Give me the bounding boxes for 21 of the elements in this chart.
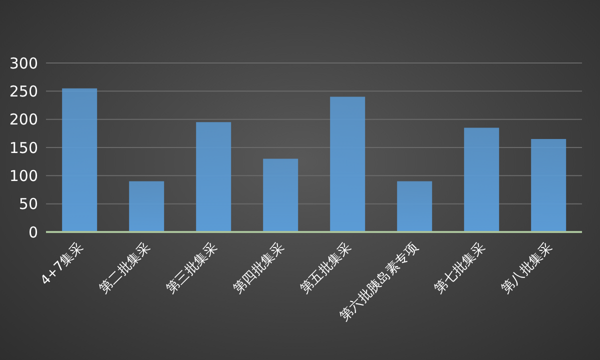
x-tick-label: 第三批集采 (164, 240, 220, 297)
x-tick-label: 第五批集采 (298, 240, 354, 297)
y-tick-label: 0 (28, 223, 38, 242)
y-tick-label: 200 (9, 110, 38, 129)
y-tick-label: 300 (9, 54, 38, 72)
y-tick-label: 250 (9, 82, 38, 100)
bar (397, 181, 432, 232)
x-tick-label: 第七批集采 (432, 240, 488, 297)
bar (129, 181, 164, 232)
bar (464, 128, 500, 232)
y-tick-label: 150 (9, 138, 38, 157)
x-tick-label: 第四批集采 (230, 240, 288, 297)
x-tick-label: 第二批集采 (96, 240, 154, 297)
bar (263, 158, 298, 232)
bar (62, 88, 98, 232)
bar (531, 139, 566, 232)
bar (196, 122, 232, 232)
bar (330, 96, 366, 232)
y-tick-label: 50 (18, 195, 38, 214)
x-tick-label: 第八批集采 (498, 240, 556, 297)
y-tick-label: 100 (9, 166, 38, 185)
